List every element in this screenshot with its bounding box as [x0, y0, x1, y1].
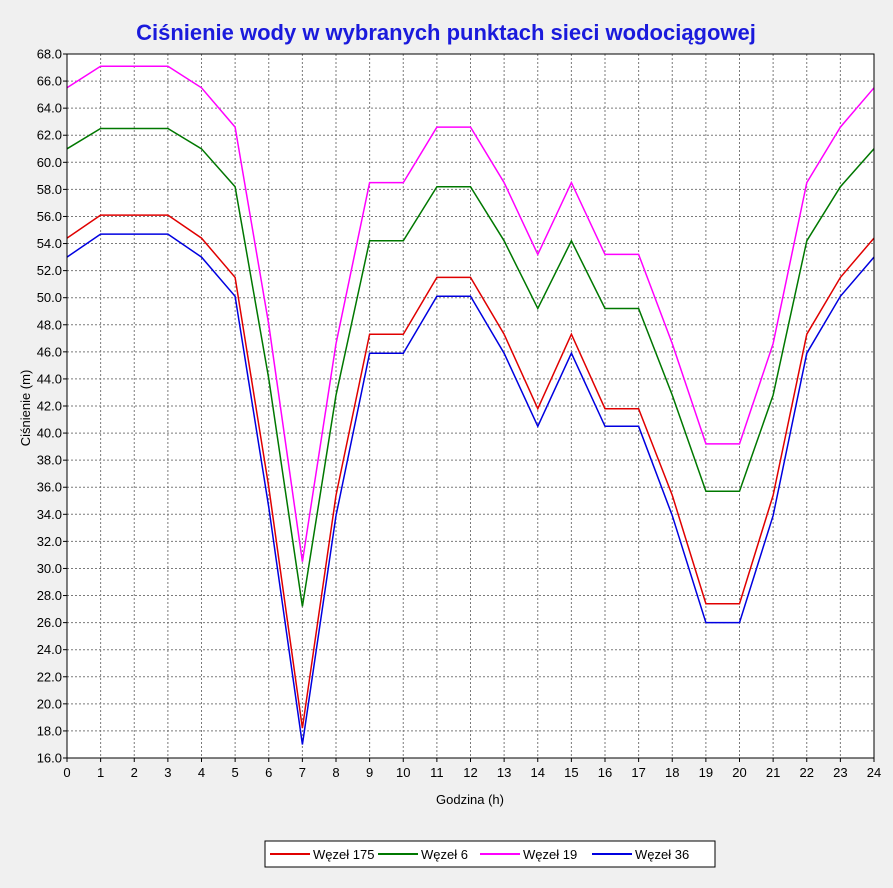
x-tick-label: 11	[430, 765, 444, 780]
y-tick-label: 54.0	[37, 236, 62, 251]
y-tick-label: 60.0	[37, 155, 62, 170]
x-tick-label: 2	[131, 765, 138, 780]
x-tick-label: 13	[497, 765, 511, 780]
y-tick-label: 30.0	[37, 561, 62, 576]
series-line-4	[66, 233, 875, 745]
x-tick-label: 20	[732, 765, 746, 780]
y-tick-label: 28.0	[37, 588, 62, 603]
y-tick-label: 18.0	[37, 723, 62, 738]
legend-label-3: Węzeł 19	[523, 847, 577, 862]
y-tick-label: 66.0	[37, 74, 62, 89]
x-tick-label: 12	[463, 765, 477, 780]
legend-label-1: Węzeł 175	[313, 847, 374, 862]
legend: Węzeł 175 Węzeł 6 Węzeł 19 Węzeł 36	[264, 840, 716, 868]
x-tick-label: 14	[531, 765, 545, 780]
x-tick-label: 19	[699, 765, 713, 780]
y-axis-ticks: 16.0 18.0 20.0 22.0 24.0 26.0 28.0 30.0 32.0 34.0…	[37, 47, 67, 766]
y-tick-label: 58.0	[37, 182, 62, 197]
x-tick-label: 18	[665, 765, 679, 780]
y-axis-label: Ciśnienie (m)	[18, 370, 33, 447]
y-tick-label: 56.0	[37, 209, 62, 224]
x-tick-label: 7	[299, 765, 306, 780]
series-line-3	[66, 65, 875, 562]
x-tick-label: 23	[833, 765, 847, 780]
series-line-1	[66, 214, 875, 729]
x-tick-label: 17	[631, 765, 645, 780]
x-tick-label: 16	[598, 765, 612, 780]
y-tick-label: 44.0	[37, 371, 62, 386]
series-line-2	[66, 127, 875, 607]
x-tick-label: 10	[396, 765, 410, 780]
y-tick-label: 38.0	[37, 453, 62, 468]
y-tick-label: 40.0	[37, 426, 62, 441]
y-tick-label: 52.0	[37, 263, 62, 278]
y-tick-label: 62.0	[37, 128, 62, 143]
x-axis-label: Godzina (h)	[436, 792, 504, 807]
x-tick-label: 15	[564, 765, 578, 780]
x-tick-label: 21	[766, 765, 780, 780]
x-tick-label: 22	[800, 765, 814, 780]
y-tick-label: 20.0	[37, 696, 62, 711]
x-tick-label: 6	[265, 765, 272, 780]
x-tick-label: 9	[366, 765, 373, 780]
x-axis-ticks: 0 1 2 3 4 5 6 7 8 9 10 11 12 13 14 15 16 17 18 19 20 21 22 23 24	[63, 758, 881, 780]
legend-label-2: Węzeł 6	[421, 847, 468, 862]
y-tick-label: 50.0	[37, 290, 62, 305]
series-lines	[66, 65, 875, 745]
x-tick-label: 5	[232, 765, 239, 780]
y-tick-label: 42.0	[37, 399, 62, 414]
x-tick-label: 4	[198, 765, 205, 780]
y-tick-label: 46.0	[37, 344, 62, 359]
y-tick-label: 22.0	[37, 669, 62, 684]
x-tick-label: 1	[97, 765, 104, 780]
x-tick-label: 0	[63, 765, 70, 780]
y-tick-label: 34.0	[37, 507, 62, 522]
y-tick-label: 48.0	[37, 317, 62, 332]
legend-label-4: Węzeł 36	[635, 847, 689, 862]
x-tick-label: 8	[332, 765, 339, 780]
y-tick-label: 24.0	[37, 642, 62, 657]
grid-lines	[66, 53, 875, 759]
x-tick-label: 3	[164, 765, 171, 780]
y-tick-label: 64.0	[37, 101, 62, 116]
y-tick-label: 32.0	[37, 534, 62, 549]
chart-title: Ciśnienie wody w wybranych punktach siec…	[136, 20, 756, 45]
y-tick-label: 16.0	[37, 751, 62, 766]
x-tick-label: 24	[867, 765, 881, 780]
y-tick-label: 26.0	[37, 615, 62, 630]
y-tick-label: 68.0	[37, 47, 62, 62]
y-tick-label: 36.0	[37, 480, 62, 495]
